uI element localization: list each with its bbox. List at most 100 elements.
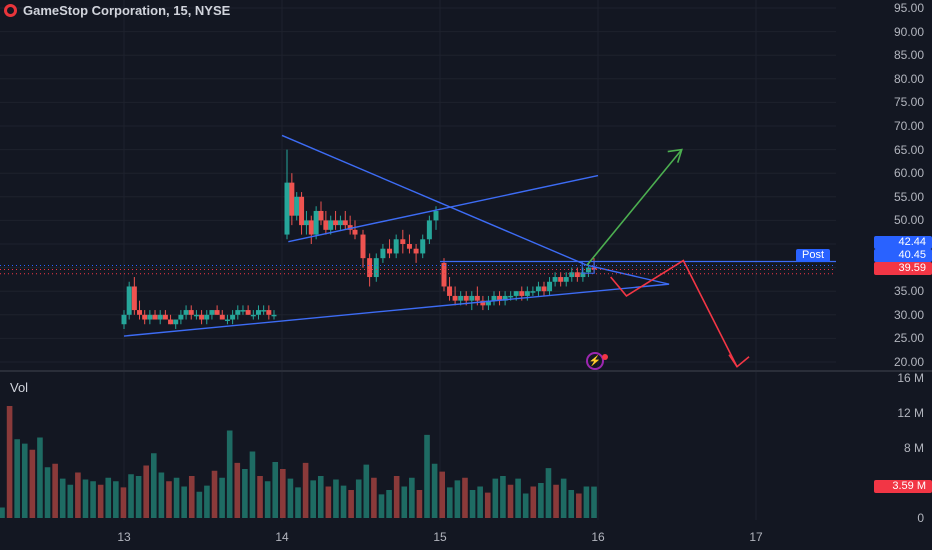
gamestop-logo-icon: [4, 4, 17, 17]
candle-body: [235, 310, 241, 315]
volume-bar: [211, 470, 218, 518]
candle-body: [261, 310, 267, 312]
candle-body: [342, 220, 348, 226]
candle-body: [337, 220, 343, 226]
support-trendline: [123, 283, 670, 337]
volume-bar: [340, 485, 347, 518]
price-axis-label: 60.00: [893, 166, 924, 181]
candle-body: [420, 239, 426, 254]
candle-body: [193, 314, 199, 317]
volume-bar: [424, 434, 430, 518]
price-axis-label: 70.00: [893, 119, 924, 133]
volume-bars: [0, 406, 597, 518]
price-axis-label: 75.00: [893, 95, 924, 110]
descending-trendline: [281, 134, 588, 266]
candle-body: [284, 182, 290, 235]
candle-body: [400, 239, 406, 244]
price-axis-label: 20.00: [893, 355, 924, 369]
chart-grid: [0, 0, 932, 520]
candle-body: [245, 310, 251, 315]
candle-body: [183, 310, 189, 315]
candle-body: [152, 314, 158, 320]
volume-bar: [553, 484, 559, 518]
volume-tag-last: 3.59 M: [874, 480, 932, 493]
volume-bar: [37, 437, 43, 518]
candle-body: [452, 295, 458, 301]
volume-bar: [21, 443, 28, 518]
candle-body: [157, 314, 163, 320]
candle-body: [271, 314, 277, 317]
volume-bar: [538, 483, 544, 518]
symbol-header[interactable]: GameStop Corporation, 15, NYSE: [4, 3, 230, 18]
volume-bar: [500, 476, 506, 518]
price-axis-label: 50.00: [893, 213, 924, 228]
volume-bar: [431, 463, 438, 518]
volume-bar: [264, 481, 271, 518]
candle-body: [333, 220, 339, 226]
volume-bar: [515, 478, 521, 518]
volume-bar: [409, 477, 415, 518]
volume-bar: [105, 477, 112, 518]
bullish-projection-arrow: [586, 149, 683, 266]
candle-body: [199, 314, 205, 320]
time-axis-label: 13: [117, 530, 131, 544]
notification-dot: [602, 354, 608, 360]
candle-body: [266, 310, 272, 315]
volume-bar: [120, 487, 127, 518]
lightning-icon[interactable]: ⚡: [586, 352, 604, 370]
volume-bar: [219, 477, 225, 518]
candle-body: [393, 239, 399, 254]
candle-body: [441, 262, 447, 287]
volume-bar: [143, 465, 150, 518]
volume-bar: [530, 486, 537, 518]
candle-body: [230, 314, 236, 320]
candle-body: [137, 310, 143, 315]
volume-bar: [82, 479, 89, 518]
candle-body: [294, 196, 300, 216]
candle-body: [513, 291, 519, 296]
candle-body: [524, 291, 530, 296]
candle-body: [214, 310, 220, 315]
candle-body: [121, 314, 127, 325]
volume-bar: [469, 490, 476, 518]
apex-box: [581, 260, 595, 274]
volume-bar: [591, 486, 597, 518]
candle-body: [413, 248, 419, 254]
symbol-title: GameStop Corporation, 15, NYSE: [23, 3, 231, 18]
bullish-arrowhead: [667, 148, 683, 163]
volume-bar: [333, 479, 339, 518]
candle-body: [308, 220, 314, 235]
volume-bar: [439, 471, 446, 518]
candle-body: [433, 210, 439, 221]
price-axis-label: 65.00: [893, 142, 924, 157]
volume-bar: [416, 490, 423, 518]
price-axis-label: 95.00: [893, 1, 924, 15]
volume-bar: [257, 476, 263, 518]
price-tag-post: 40.45: [874, 249, 932, 262]
time-axis-label: 14: [275, 530, 289, 544]
candle-body: [426, 220, 432, 240]
candle-body: [289, 182, 295, 216]
volume-bar: [484, 492, 491, 518]
candle-body: [387, 248, 393, 254]
price-axis-label: 55.00: [893, 189, 924, 204]
volume-axis-label: 0: [917, 511, 924, 525]
candle-body: [508, 295, 514, 298]
volume-bar: [378, 494, 385, 518]
candle-body: [188, 310, 194, 315]
volume-bar: [462, 477, 468, 518]
candle-body: [373, 258, 379, 278]
volume-bar: [280, 469, 286, 518]
candle-body: [173, 319, 179, 325]
bearish-arrowhead: [728, 354, 750, 368]
volume-bar: [568, 490, 575, 518]
volume-bar: [128, 474, 134, 518]
volume-bar: [75, 472, 81, 518]
candle-body: [328, 220, 334, 230]
price-axis-label: 90.00: [893, 24, 924, 39]
candle-body: [250, 314, 256, 317]
volume-bar: [348, 490, 354, 518]
triangle-apex-line: [586, 264, 670, 285]
candle-body: [168, 319, 174, 325]
